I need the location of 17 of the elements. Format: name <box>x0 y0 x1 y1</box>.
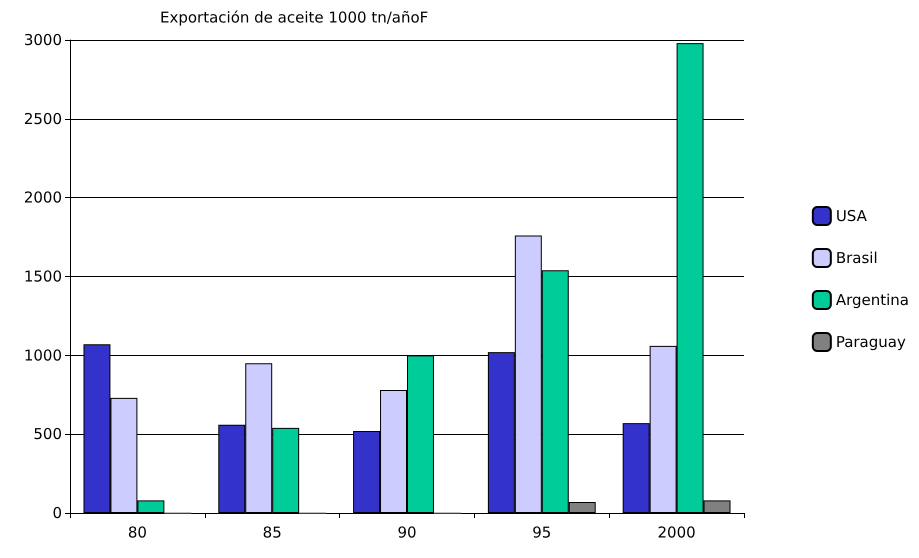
x-tick-label: 90 <box>397 524 417 542</box>
legend-label: Brasil <box>836 249 878 267</box>
legend-label: USA <box>836 207 868 225</box>
legend-label: Argentina <box>836 291 910 309</box>
chart-title: Exportación de aceite 1000 tn/añoF <box>160 8 428 26</box>
y-tick-label: 1000 <box>24 346 62 364</box>
y-tick-label: 500 <box>33 425 62 444</box>
y-tick-label: 2000 <box>24 188 62 207</box>
x-tick-label: 85 <box>262 524 282 542</box>
y-tick-label: 0 <box>52 504 62 522</box>
legend-label: Paraguay <box>836 333 906 351</box>
x-tick-label: 80 <box>128 524 147 542</box>
x-tick-label: 2000 <box>658 524 696 542</box>
y-tick-label: 3000 <box>24 31 62 49</box>
x-tick-label: 95 <box>532 524 552 542</box>
y-tick-label: 1500 <box>24 268 62 286</box>
y-tick-label: 2500 <box>24 110 62 128</box>
